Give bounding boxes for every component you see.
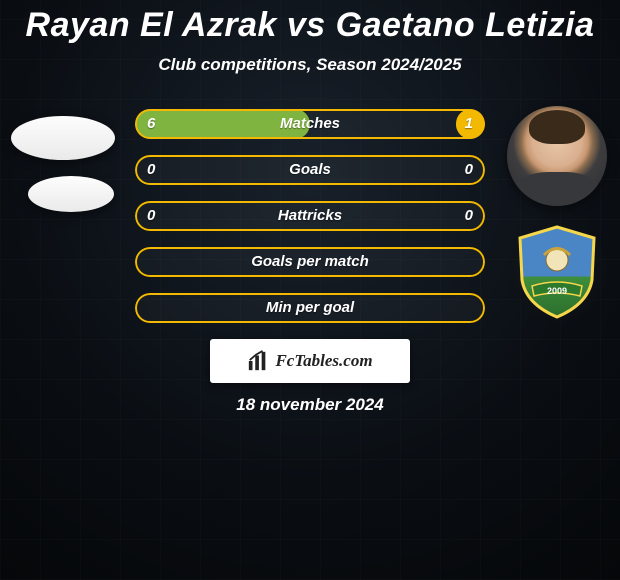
stats-list: 61Matches 00Goals 00Hattricks Goals per mat… (135, 109, 485, 323)
stat-row: 00Goals (135, 155, 485, 185)
right-player-column: 2009 (502, 106, 612, 338)
page-title: Rayan El Azrak vs Gaetano Letizia (0, 6, 620, 45)
stat-row: Min per goal (135, 293, 485, 323)
right-player-avatar (507, 106, 607, 206)
page-subtitle: Club competitions, Season 2024/2025 (0, 55, 620, 75)
chart-icon (247, 350, 269, 372)
stat-label: Matches (135, 109, 485, 139)
svg-text:2009: 2009 (547, 286, 567, 296)
stat-label: Goals per match (135, 247, 485, 277)
stat-label: Goals (135, 155, 485, 185)
left-player-column (8, 106, 118, 228)
right-club-badge: 2009 (507, 222, 607, 322)
logo-text: FcTables.com (275, 351, 372, 371)
stat-row: 61Matches (135, 109, 485, 139)
left-player-avatar (11, 116, 115, 160)
stat-row: 00Hattricks (135, 201, 485, 231)
stat-label: Hattricks (135, 201, 485, 231)
logo-box: FcTables.com (210, 339, 410, 383)
stat-row: Goals per match (135, 247, 485, 277)
date-label: 18 november 2024 (0, 395, 620, 415)
left-club-badge (28, 176, 114, 212)
stat-label: Min per goal (135, 293, 485, 323)
